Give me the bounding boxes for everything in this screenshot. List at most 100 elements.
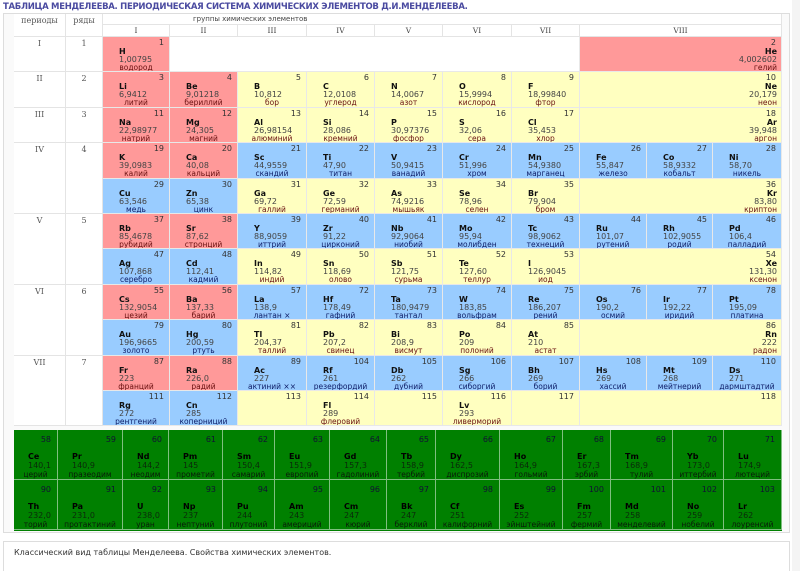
element-cell[interactable]: 13 Al 26,98154 алюминий	[238, 107, 307, 144]
element-cell[interactable]: 74 W 183,85 вольфрам	[443, 284, 512, 321]
element-cell[interactable]: 6 C 12,0108 углерод	[307, 72, 375, 108]
element-cell[interactable]: 15 P 30,97376 фосфор	[375, 107, 443, 144]
element-cell[interactable]: 80 Hg 200,59 ртуть	[170, 320, 238, 356]
element-cell[interactable]: 104 Rf 261 резерфордий	[307, 355, 375, 391]
element-cell[interactable]: 47 Ag 107,868 серебро	[103, 249, 170, 285]
element-cell[interactable]: 33 As 74,9216 мышьяк	[375, 178, 443, 214]
element-cell[interactable]: 96 Cm 247 кюрий	[330, 480, 387, 530]
element-cell[interactable]: 53 I 126,9045 иод	[512, 249, 580, 285]
scrollbar[interactable]	[792, 0, 800, 571]
element-cell[interactable]: 79 Au 196,9665 золото	[103, 320, 170, 356]
element-cell[interactable]: 7 N 14,0067 азот	[375, 72, 443, 108]
element-cell[interactable]: 60 Nd 144,2 неодим	[123, 430, 169, 480]
element-cell[interactable]: 84 Po 209 полоний	[443, 320, 512, 356]
element-cell[interactable]: 44 Ru 101,07 рутений	[580, 213, 647, 250]
element-cell[interactable]: 87 Fr 223 франций	[103, 355, 170, 391]
element-cell[interactable]: 2 He 4,002602 гелий	[580, 37, 782, 73]
element-cell[interactable]: 51 Sb 121,75 сурьма	[375, 249, 443, 285]
element-cell[interactable]: 117	[512, 390, 580, 427]
element-cell[interactable]: 81 Tl 204,37 таллий	[238, 320, 307, 356]
element-cell[interactable]: 118	[580, 390, 782, 427]
element-cell[interactable]: 21 Sc 44,9559 скандий	[238, 143, 307, 179]
element-cell[interactable]: 41 Nb 92,9064 ниобий	[375, 213, 443, 250]
element-cell[interactable]: 34 Se 78,96 селен	[443, 178, 512, 214]
element-cell[interactable]: 52 Te 127,60 теллур	[443, 249, 512, 285]
element-cell[interactable]: 86 Rn 222 радон	[580, 320, 782, 356]
element-cell[interactable]: 83 Bi 208,9 висмут	[375, 320, 443, 356]
element-cell[interactable]: 46 Pd 106,4 палладий	[713, 213, 782, 250]
element-cell[interactable]: 16 S 32,06 сера	[443, 107, 512, 144]
element-cell[interactable]: 77 Ir 192,22 иридий	[647, 284, 713, 321]
element-cell[interactable]: 100 Fm 257 фермий	[563, 480, 611, 530]
element-cell[interactable]: 38 Sr 87,62 стронций	[170, 213, 238, 250]
element-cell[interactable]: 113	[238, 390, 307, 427]
element-cell[interactable]: 101 Md 258 менделевий	[611, 480, 673, 530]
element-cell[interactable]: 29 Cu 63,546 медь	[103, 178, 170, 214]
element-cell[interactable]: 64 Gd 157,3 гадолиний	[330, 430, 387, 480]
element-cell[interactable]: 8 O 15,9994 кислород	[443, 72, 512, 108]
element-cell[interactable]: 95 Am 243 америций	[275, 480, 330, 530]
element-cell[interactable]: 114 Fl 289 флеровий	[307, 390, 375, 427]
element-cell[interactable]: 69 Tm 168,9 тулий	[611, 430, 673, 480]
element-cell[interactable]: 25 Mn 54,9380 марганец	[512, 143, 580, 179]
element-cell[interactable]: 35 Br 79,904 бром	[512, 178, 580, 214]
element-cell[interactable]: 36 Kr 83,80 криптон	[580, 178, 782, 214]
element-cell[interactable]: 90 Th 232,0 торий	[14, 480, 58, 530]
element-cell[interactable]: 111 Rg 272 рентгений	[103, 390, 170, 427]
element-cell[interactable]: 66 Dy 162,5 диспрозий	[436, 430, 500, 480]
element-cell[interactable]: 49 In 114,82 индий	[238, 249, 307, 285]
element-cell[interactable]: 1 H 1,00795 водород	[103, 37, 170, 73]
element-cell[interactable]: 112 Cn 285 коперниций	[170, 390, 238, 427]
element-cell[interactable]: 70 Yb 173,0 иттербий	[673, 430, 724, 480]
element-cell[interactable]: 27 Co 58,9332 кобальт	[647, 143, 713, 179]
element-cell[interactable]: 65 Tb 158,9 тербий	[387, 430, 436, 480]
element-cell[interactable]: 24 Cr 51,996 хром	[443, 143, 512, 179]
element-cell[interactable]: 75 Re 186,207 рений	[512, 284, 580, 321]
element-cell[interactable]: 5 B 10,812 бор	[238, 72, 307, 108]
element-cell[interactable]: 57 La 138,9 лантан ×	[238, 284, 307, 321]
element-cell[interactable]: 19 K 39,0983 калий	[103, 143, 170, 179]
element-cell[interactable]: 98 Cf 251 калифорний	[436, 480, 500, 530]
element-cell[interactable]: 58 Ce 140,1 церий	[14, 430, 58, 480]
element-cell[interactable]: 18 Ar 39,948 аргон	[580, 107, 782, 144]
element-cell[interactable]: 20 Ca 40,08 кальций	[170, 143, 238, 179]
element-cell[interactable]: 61 Pm 145 прометий	[169, 430, 223, 480]
element-cell[interactable]: 82 Pb 207,2 свинец	[307, 320, 375, 356]
element-cell[interactable]: 9 F 18,99840 фтор	[512, 72, 580, 108]
element-cell[interactable]: 115	[375, 390, 443, 427]
element-cell[interactable]: 76 Os 190,2 осмий	[580, 284, 647, 321]
element-cell[interactable]: 50 Sn 118,69 олово	[307, 249, 375, 285]
element-cell[interactable]: 107 Bh 269 борий	[512, 355, 580, 391]
element-cell[interactable]: 39 Y 88,9059 иттрий	[238, 213, 307, 250]
element-cell[interactable]: 40 Zr 91,22 цирконий	[307, 213, 375, 250]
element-cell[interactable]: 14 Si 28,086 кремний	[307, 107, 375, 144]
element-cell[interactable]: 59 Pr 140,9 празеодим	[58, 430, 123, 480]
element-cell[interactable]: 63 Eu 151,9 европий	[275, 430, 330, 480]
element-cell[interactable]: 17 Cl 35,453 хлор	[512, 107, 580, 144]
element-cell[interactable]: 116 Lv 293 ливерморий	[443, 390, 512, 427]
element-cell[interactable]: 89 Ac 227 актиний ××	[238, 355, 307, 391]
element-cell[interactable]: 72 Hf 178,49 гафний	[307, 284, 375, 321]
element-cell[interactable]: 99 Es 252 эйнштейний	[500, 480, 563, 530]
element-cell[interactable]: 106 Sg 266 сиборгий	[443, 355, 512, 391]
element-cell[interactable]: 31 Ga 69,72 галлий	[238, 178, 307, 214]
element-cell[interactable]: 105 Db 262 дубний	[375, 355, 443, 391]
element-cell[interactable]: 110 Ds 271 дармштадтий	[713, 355, 782, 391]
element-cell[interactable]: 12 Mg 24,305 магний	[170, 107, 238, 144]
element-cell[interactable]: 32 Ge 72,59 германий	[307, 178, 375, 214]
element-cell[interactable]: 23 V 50,9415 ванадий	[375, 143, 443, 179]
element-cell[interactable]: 85 At 210 астат	[512, 320, 580, 356]
element-cell[interactable]: 43 Tc 98,9062 технеций	[512, 213, 580, 250]
element-cell[interactable]: 26 Fe 55,847 железо	[580, 143, 647, 179]
element-cell[interactable]: 3 Li 6,9412 литий	[103, 72, 170, 108]
element-cell[interactable]: 10 Ne 20,179 неон	[580, 72, 782, 108]
element-cell[interactable]: 91 Pa 231,0 протактиний	[58, 480, 123, 530]
element-cell[interactable]: 55 Cs 132,9054 цезий	[103, 284, 170, 321]
element-cell[interactable]: 73 Ta 180,9479 тантал	[375, 284, 443, 321]
element-cell[interactable]: 97 Bk 247 берклий	[387, 480, 436, 530]
element-cell[interactable]: 94 Pu 244 плутоний	[223, 480, 275, 530]
element-cell[interactable]: 78 Pt 195,09 платина	[713, 284, 782, 321]
element-cell[interactable]: 68 Er 167,3 эрбий	[563, 430, 611, 480]
element-cell[interactable]: 103 Lr 262 лоуренсий	[724, 480, 782, 530]
element-cell[interactable]: 22 Ti 47,90 титан	[307, 143, 375, 179]
